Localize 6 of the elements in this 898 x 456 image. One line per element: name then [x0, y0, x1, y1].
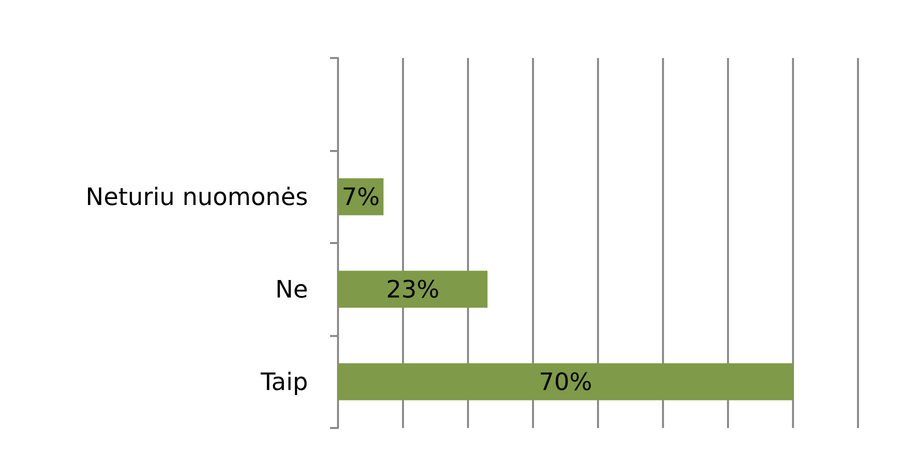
y-tick-label: Taip: [260, 368, 308, 396]
data-label: 70%: [538, 368, 592, 396]
data-label: 23%: [386, 275, 440, 304]
data-label: 7%: [342, 182, 380, 211]
y-tick-label: Neturiu nuomonės: [86, 182, 308, 211]
y-tick-label: Ne: [275, 275, 308, 304]
